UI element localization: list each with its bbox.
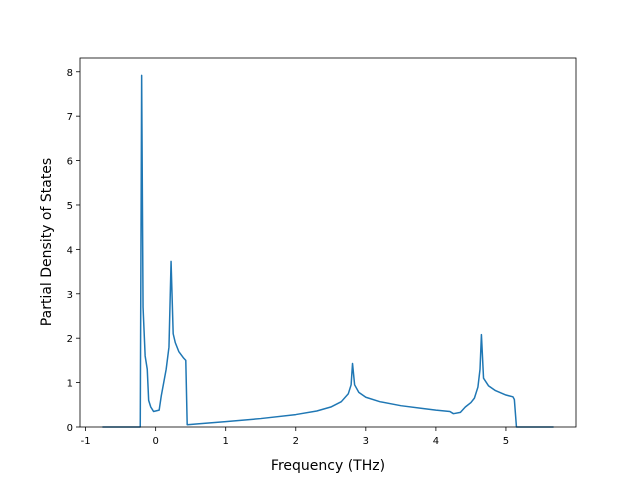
y-tick-label: 0 — [67, 423, 73, 434]
y-tick-label: 4 — [67, 245, 73, 256]
x-tick-label: -1 — [81, 436, 91, 447]
x-axis-label: Frequency (THz) — [271, 458, 385, 474]
y-axis-label: Partial Density of States — [39, 158, 55, 326]
y-tick-label: 7 — [67, 112, 73, 123]
y-tick-label: 3 — [67, 290, 73, 301]
x-tick-label: 2 — [293, 436, 299, 447]
x-tick-label: 3 — [363, 436, 369, 447]
y-tick-label: 2 — [67, 334, 73, 345]
x-tick-label: 4 — [433, 436, 439, 447]
x-tick-label: 5 — [503, 436, 509, 447]
x-tick-label: 1 — [223, 436, 229, 447]
y-tick-label: 1 — [67, 379, 73, 390]
y-tick-label: 5 — [67, 201, 73, 212]
y-tick-label: 8 — [67, 68, 73, 79]
y-tick-label: 6 — [67, 157, 73, 168]
plot-frame — [79, 57, 577, 428]
data-line — [102, 74, 554, 428]
x-tick-label: 0 — [152, 436, 158, 447]
